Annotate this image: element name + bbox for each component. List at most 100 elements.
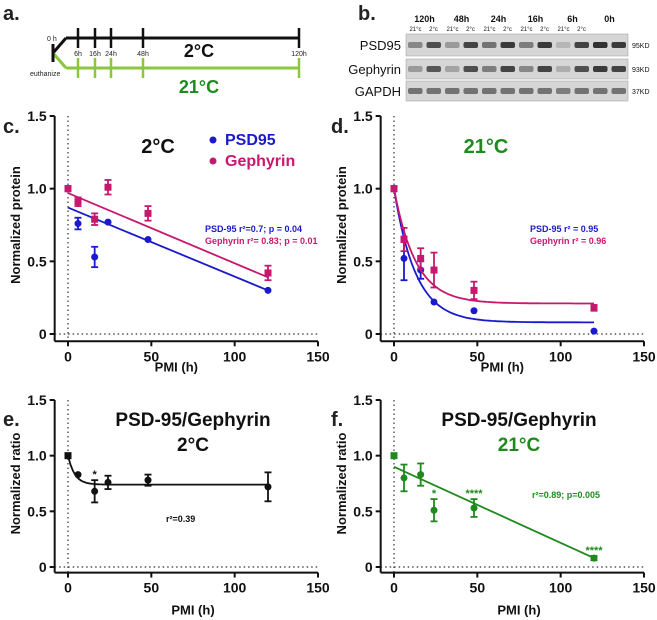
significance-star: * <box>432 488 437 500</box>
timeline-branch-cold <box>51 37 68 54</box>
blot-row-label: Gephyrin <box>348 62 401 77</box>
timeline-cold-label: 2°C <box>184 41 214 61</box>
blot-band <box>611 42 626 48</box>
panel-label-b: b. <box>358 3 376 25</box>
blot-band <box>426 88 441 94</box>
x-tick-label: 150 <box>306 348 330 364</box>
data-point <box>470 504 478 512</box>
blot-row-label: PSD95 <box>360 38 401 53</box>
timeline-start-label: 0 h <box>47 36 57 43</box>
panel-label-f: f. <box>331 409 343 431</box>
data-point <box>400 474 408 482</box>
timeline-tick-label: 24h <box>105 51 117 58</box>
x-tick-label: 0 <box>390 580 398 596</box>
series-ratio: * <box>64 452 272 504</box>
blot-temp-label: 2°c <box>429 27 438 33</box>
panel-label-c: c. <box>3 116 20 138</box>
y-tick-label: 0.5 <box>353 253 373 269</box>
data-point <box>91 215 99 223</box>
blot-band <box>537 42 552 48</box>
y-tick-label: 0.5 <box>27 253 47 269</box>
timeline-tick-label: 48h <box>137 51 149 58</box>
y-tick-label: 1.5 <box>27 392 47 408</box>
timeline-tick-label: 16h <box>89 51 101 58</box>
data-point <box>590 554 598 562</box>
data-point <box>74 220 82 228</box>
y-tick-label: 0.5 <box>27 503 47 519</box>
blot-band <box>408 66 423 72</box>
x-tick-label: 0 <box>64 580 72 596</box>
data-point <box>64 452 72 460</box>
blot-timepoint-label: 0h <box>604 14 615 24</box>
blot-band <box>537 66 552 72</box>
blot-temp-label: 21°c <box>557 27 569 33</box>
data-point <box>590 327 598 335</box>
data-point <box>400 236 408 244</box>
timeline-diagram: 6h 16h 24h 48h 120h 0 h euthanize 2°C 21°C <box>30 28 307 97</box>
blot-band <box>500 88 515 94</box>
blot-band <box>482 42 497 48</box>
stats-annotation: PSD-95 r²=0.7; p = 0.04 <box>205 224 302 234</box>
x-tick-label: 0 <box>390 348 398 364</box>
data-point <box>470 286 478 294</box>
blot-strip <box>405 58 629 80</box>
blot-timepoint-label: 120h <box>414 14 435 24</box>
stats-annotation: r²=0.89; p=0.005 <box>532 490 600 500</box>
x-tick-label: 100 <box>549 348 573 364</box>
legend-marker <box>209 157 217 165</box>
y-tick-label: 1.5 <box>27 108 47 124</box>
legend-label: Gephyrin <box>225 153 295 170</box>
data-point <box>417 471 425 479</box>
blot-band <box>611 66 626 72</box>
y-tick-label: 1.5 <box>353 392 373 408</box>
blot-timepoint-label: 48h <box>454 14 470 24</box>
chart-title: 21°C <box>464 136 509 158</box>
data-point <box>264 286 272 294</box>
significance-star: * <box>93 469 98 481</box>
x-axis-label: PMI (h) <box>155 359 198 374</box>
timeline-warm-label: 21°C <box>179 77 219 97</box>
series-Gephyrin <box>390 185 598 312</box>
blot-band <box>519 42 534 48</box>
data-point <box>430 266 438 274</box>
data-point <box>74 198 82 206</box>
data-point <box>430 298 438 306</box>
blot-band <box>519 88 534 94</box>
blot-kd-label: 95KD <box>632 43 650 50</box>
chart-title: PSD-95/Gephyrin <box>441 410 596 431</box>
timeline-tick-label: 120h <box>291 51 307 58</box>
blot-strip <box>405 80 629 102</box>
data-point <box>104 478 112 486</box>
blot-band <box>593 88 608 94</box>
x-tick-label: 150 <box>306 580 330 596</box>
blot-band <box>463 66 478 72</box>
blot-band <box>445 88 460 94</box>
x-tick-label: 150 <box>632 348 656 364</box>
y-tick-label: 0.5 <box>353 503 373 519</box>
chart-c: 0 0.5 1.0 1.5 0 50 100 150 PMI (h) Normalized pro… <box>8 108 330 374</box>
blot-band <box>611 88 626 94</box>
blot-band <box>482 66 497 72</box>
y-axis-label: Normalized ratio <box>334 433 349 535</box>
fit-line <box>67 206 269 292</box>
timeline-branch-warm <box>51 52 68 69</box>
blot-band <box>556 88 571 94</box>
y-tick-label: 0 <box>365 326 373 342</box>
significance-star: **** <box>585 545 603 557</box>
blot-kd-label: 93KD <box>632 67 650 74</box>
legend-marker <box>209 136 217 144</box>
legend-label: PSD95 <box>225 132 276 149</box>
blot-temp-label: 21°c <box>520 27 532 33</box>
x-axis-label: PMI (h) <box>497 603 540 618</box>
blot-band <box>426 66 441 72</box>
blot-kd-label: 37KD <box>632 89 650 96</box>
y-tick-label: 0 <box>39 559 47 575</box>
x-axis-label: PMI (h) <box>171 603 214 618</box>
blot-temp-label: 2°c <box>503 27 512 33</box>
blot-temp-label: 2°c <box>466 27 475 33</box>
blot-timepoint-label: 6h <box>567 14 578 24</box>
fit-curve <box>393 188 594 324</box>
chart-d: 0 0.5 1.0 1.5 0 50 100 150 PMI (h) Normalized pro… <box>334 108 656 374</box>
data-point <box>264 269 272 277</box>
blot-band <box>574 42 589 48</box>
